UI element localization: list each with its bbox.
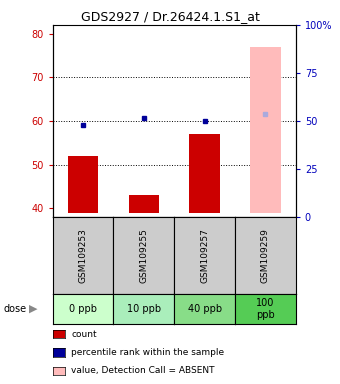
Text: GDS2927 / Dr.26424.1.S1_at: GDS2927 / Dr.26424.1.S1_at [81,10,259,23]
Text: 40 ppb: 40 ppb [188,304,222,314]
Text: GSM109257: GSM109257 [200,228,209,283]
Bar [189,134,220,213]
Bar [129,195,159,213]
Text: 10 ppb: 10 ppb [127,304,161,314]
Text: dose: dose [3,304,27,314]
Text: GSM109253: GSM109253 [79,228,88,283]
Text: GSM109255: GSM109255 [139,228,148,283]
Text: ▶: ▶ [29,304,37,314]
Text: count: count [71,329,97,339]
Bar [68,156,98,213]
Text: value, Detection Call = ABSENT: value, Detection Call = ABSENT [71,366,215,376]
Text: 100
ppb: 100 ppb [256,298,275,320]
Bar [250,47,280,213]
Text: GSM109259: GSM109259 [261,228,270,283]
Text: percentile rank within the sample: percentile rank within the sample [71,348,224,357]
Text: 0 ppb: 0 ppb [69,304,97,314]
